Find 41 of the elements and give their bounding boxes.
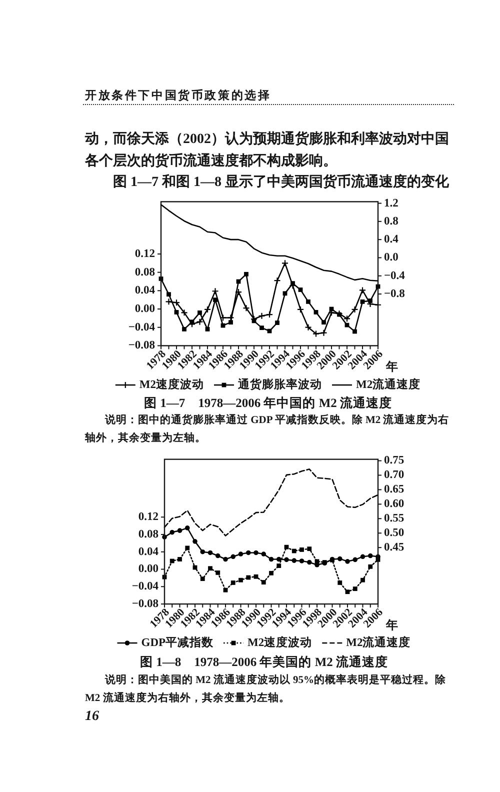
y-tick-label: 0.00 — [134, 303, 156, 316]
y2-tick-label: 0.45 — [384, 542, 404, 554]
y2-tick-label: 0.60 — [384, 498, 404, 510]
y-tick-label: 0.12 — [138, 511, 159, 524]
y-tick-label: −0.08 — [132, 598, 159, 610]
text: 16 — [85, 708, 99, 726]
y-tick-label: 0.12 — [134, 248, 156, 260]
legend-label: M2速度波动 — [248, 635, 312, 649]
y-tick-label: 0.08 — [138, 528, 159, 540]
y2-tick-label: 0.70 — [384, 469, 404, 482]
text: 图 1—8 1978—2006 年美国的 M2 流通速度 — [138, 654, 390, 670]
text: 开放条件下中国货币政策的选择 — [85, 88, 272, 104]
caption: 图 1—7 和图 1—8 显示了中美两国货币流通速度的变化 — [113, 172, 449, 192]
legend-label: M2流通速度 — [346, 635, 411, 649]
x-axis-title: 年 — [385, 360, 398, 374]
y2-tick-label: 0.65 — [384, 484, 404, 496]
text: 说明：图中的通货膨胀率通过 GDP 平减指数反映。除 M2 流通速度为右轴外，其余变量为左轴。 — [85, 412, 450, 446]
y-tick-label: −0.04 — [128, 321, 156, 334]
y2-tick-label: 0.55 — [384, 512, 404, 525]
y2-tick-label: 1.2 — [384, 197, 399, 210]
y-tick-label: 0.04 — [138, 546, 159, 558]
legend-label: GDP平减指数 — [141, 635, 215, 649]
legend-label: M2速度波动 — [139, 377, 204, 391]
y2-tick-label: −0.8 — [384, 288, 406, 300]
y2-tick-label: 0.50 — [384, 527, 404, 540]
text: 动，而徐天添（2002）认为预期通货膨胀和利率波动对中国各个层次的货币流通速度都不构成影响。 — [85, 130, 450, 171]
x-axis-title: 年 — [385, 618, 398, 632]
y2-tick-label: 0.4 — [384, 234, 399, 246]
legend-label: M2流通速度 — [356, 377, 421, 391]
y-tick-label: 0.00 — [138, 563, 159, 576]
y2-tick-label: 0.8 — [384, 215, 399, 228]
text: 图 1—7 1978—2006 年中国的 M2 流通速度 — [142, 395, 394, 411]
y-tick-label: 0.08 — [134, 266, 156, 278]
y-tick-label: −0.08 — [128, 340, 156, 352]
y-tick-label: −0.04 — [132, 580, 159, 593]
y2-tick-label: 0.75 — [384, 454, 404, 467]
y2-tick-label: 0.0 — [384, 252, 399, 264]
legend-label: 通货膨胀率波动 — [237, 377, 322, 391]
y2-tick-label: −0.4 — [384, 270, 406, 282]
y-tick-label: 0.04 — [134, 284, 156, 297]
text: 说明：图中美国的 M2 流通速度波动以 95%的概率表明是平稳过程。除 M2 流通速度为右轴外，其余变量为左轴。 — [85, 672, 448, 706]
